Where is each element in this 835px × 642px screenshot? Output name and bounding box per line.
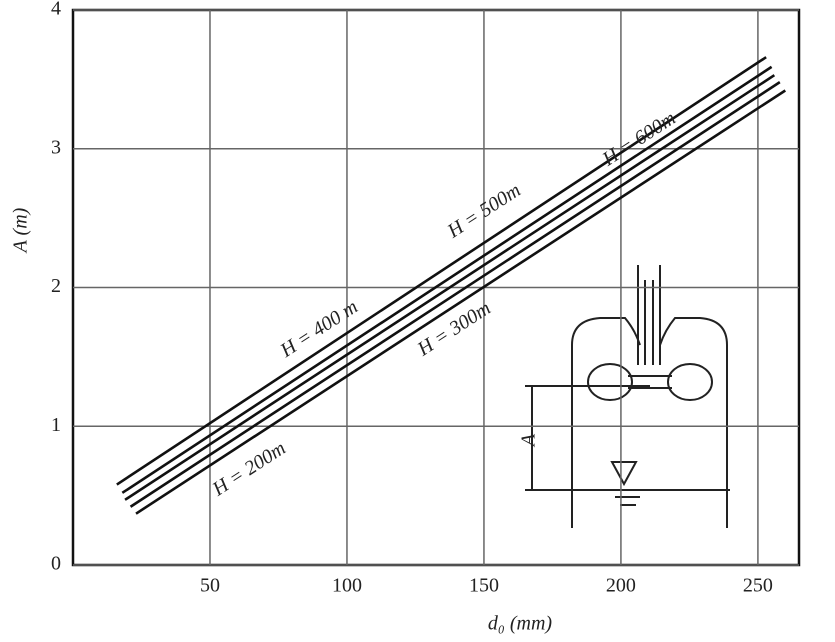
y-tick-label: 4 [51, 0, 61, 20]
series-line [129, 81, 781, 508]
y-tick-label: 0 [51, 553, 61, 575]
x-tick-label: 50 [200, 575, 220, 597]
y-tick-label: 2 [51, 275, 61, 297]
x-axis-label: d₀ (mm) [488, 613, 553, 635]
inset-diagram: A [518, 265, 730, 528]
x-tick-label: 250 [743, 575, 773, 597]
inset-label: A [518, 433, 540, 448]
x-tick-label: 150 [469, 575, 499, 597]
series-line [121, 65, 773, 494]
y-axis-label: A (m) [10, 207, 32, 254]
line-label: H = 600m [598, 107, 680, 171]
series-line [116, 56, 767, 486]
series-line [135, 89, 787, 515]
y-tick-label: 3 [51, 136, 61, 158]
y-tick-label: 1 [51, 414, 61, 436]
x-tick-label: 100 [332, 575, 362, 597]
x-tick-label: 200 [606, 575, 636, 597]
series-line [124, 74, 776, 501]
